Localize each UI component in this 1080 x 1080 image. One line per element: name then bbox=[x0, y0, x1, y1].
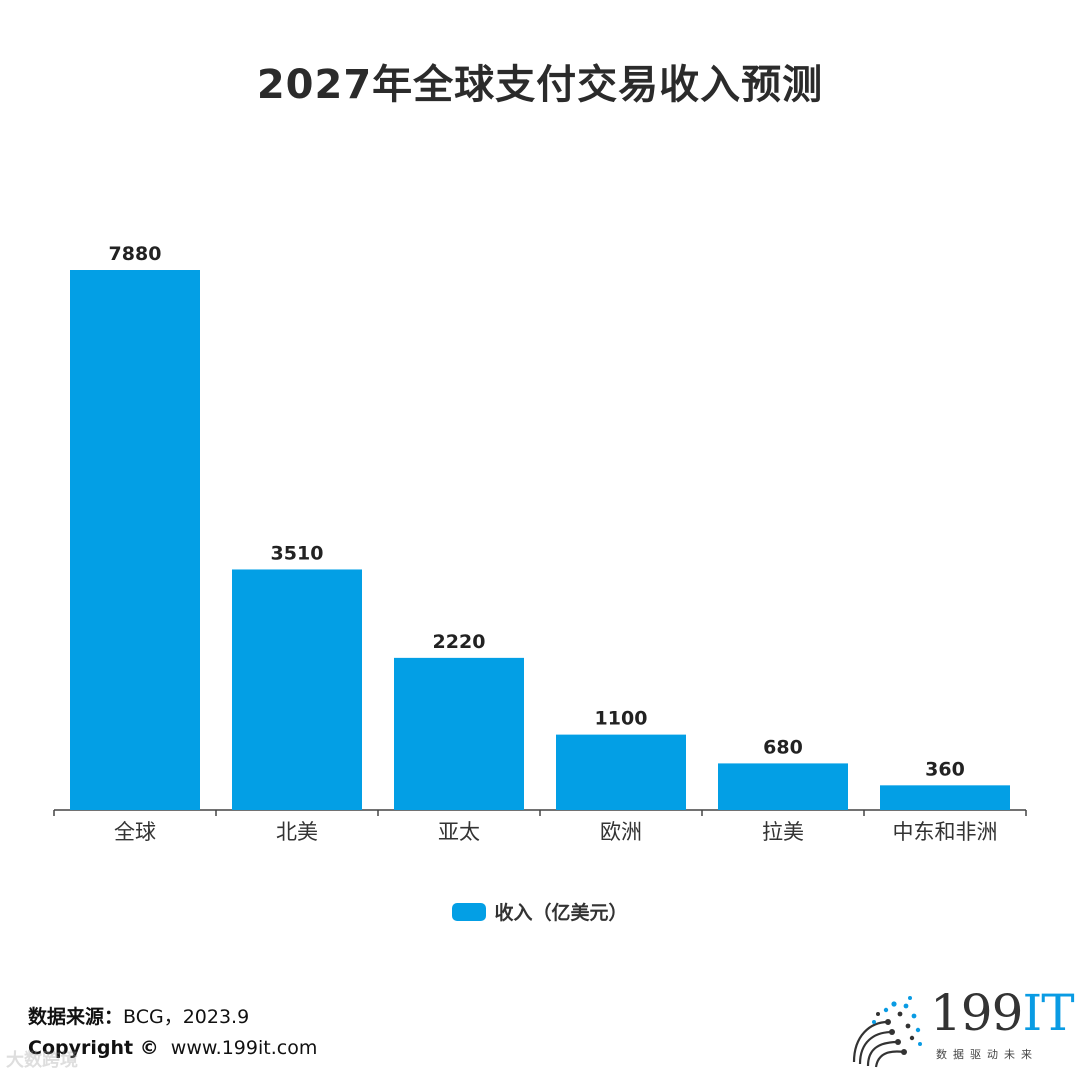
legend-swatch bbox=[452, 902, 487, 921]
data-label-5: 360 bbox=[925, 758, 965, 780]
copyright: Copyright © www.199it.com bbox=[28, 1037, 317, 1059]
bar-1 bbox=[232, 569, 362, 810]
x-tick-label-3: 欧洲 bbox=[600, 820, 642, 844]
copyright-label: Copyright © bbox=[28, 1037, 159, 1059]
bar-chart: 7880 全球 3510 北美 2220 亚太 1100 欧洲 680 拉美 360 中东和非洲 bbox=[53, 243, 1027, 844]
x-tick-label-1: 北美 bbox=[276, 820, 318, 844]
logo-it: IT bbox=[1022, 984, 1074, 1042]
copyright-url: www.199it.com bbox=[170, 1037, 318, 1059]
x-tick-label-4: 拉美 bbox=[762, 820, 804, 844]
chart-title: 2027年全球支付交易收入预测 bbox=[256, 62, 824, 108]
data-label-3: 1100 bbox=[595, 708, 648, 730]
legend-label: 收入（亿美元） bbox=[494, 902, 628, 924]
source-value: BCG，2023.9 bbox=[123, 1006, 250, 1028]
data-label-1: 3510 bbox=[271, 542, 324, 564]
data-label-0: 7880 bbox=[109, 243, 162, 265]
logo-199it: 199IT 数据驱动未来 bbox=[848, 984, 1075, 1068]
legend: 收入（亿美元） bbox=[0, 898, 1080, 925]
logo-text: 199IT bbox=[930, 984, 1075, 1042]
data-source: 数据来源：BCG，2023.9 bbox=[28, 1002, 249, 1029]
x-tick-label-2: 亚太 bbox=[438, 820, 480, 844]
x-tick-label-5: 中东和非洲 bbox=[893, 820, 998, 844]
bar-4 bbox=[718, 763, 848, 810]
source-label: 数据来源： bbox=[28, 1006, 124, 1028]
logo-dots-icon bbox=[852, 996, 922, 1068]
logo-tagline: 数据驱动未来 bbox=[936, 1048, 1038, 1061]
data-label-4: 680 bbox=[763, 736, 803, 758]
bar-0 bbox=[70, 270, 200, 810]
bar-3 bbox=[556, 734, 686, 810]
data-label-2: 2220 bbox=[433, 631, 486, 653]
watermark: 大数跨境 bbox=[6, 1050, 78, 1071]
bar-5 bbox=[880, 785, 1010, 810]
logo-number: 199 bbox=[930, 984, 1023, 1042]
bar-2 bbox=[394, 657, 524, 810]
x-tick-label-0: 全球 bbox=[114, 820, 156, 844]
